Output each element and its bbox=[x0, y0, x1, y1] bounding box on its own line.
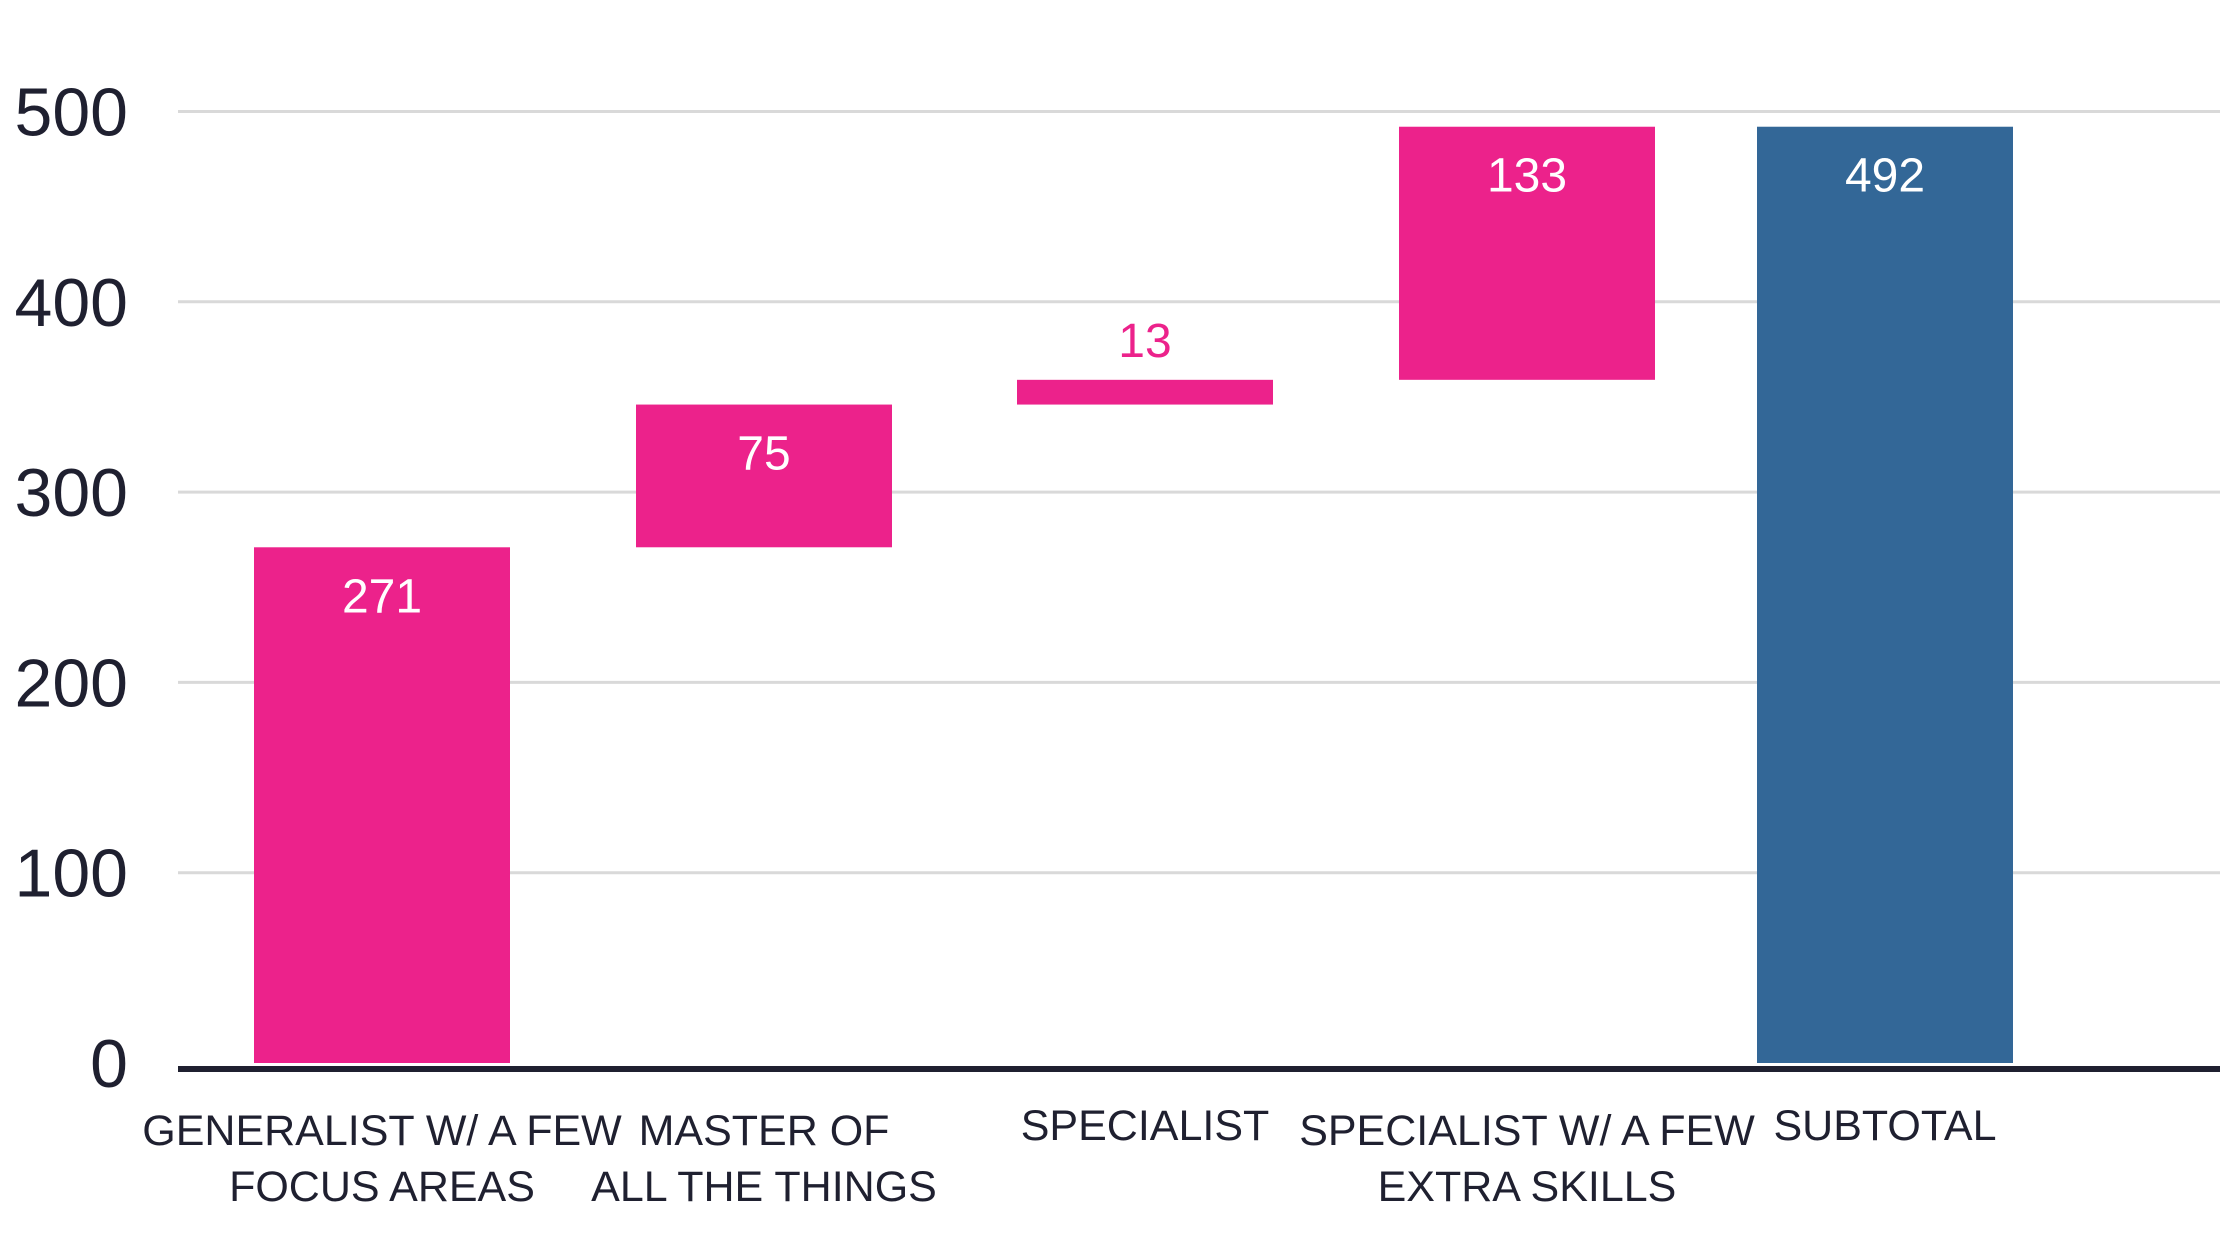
x-axis-category-labels: GENERALIST W/ A FEW FOCUS AREAS MASTER OF A… bbox=[142, 1102, 1996, 1211]
data-label: 133 bbox=[1487, 150, 1567, 203]
bars bbox=[254, 126, 2013, 1063]
increase-bar bbox=[1017, 379, 1273, 405]
data-label: 75 bbox=[737, 428, 790, 481]
y-axis-tick-labels: 0 100 200 300 400 500 bbox=[15, 75, 128, 1103]
x-category-label: SPECIALIST W/ A FEW bbox=[1299, 1107, 1755, 1155]
data-label: 271 bbox=[342, 570, 422, 623]
x-category-label: ALL THE THINGS bbox=[591, 1163, 937, 1211]
data-label: 13 bbox=[1118, 315, 1171, 368]
data-label: 492 bbox=[1845, 150, 1925, 203]
y-tick-label: 500 bbox=[15, 75, 128, 151]
y-tick-label: 0 bbox=[90, 1026, 128, 1102]
x-category-label: GENERALIST W/ A FEW bbox=[142, 1107, 622, 1155]
y-tick-label: 300 bbox=[15, 455, 128, 531]
increase-bar bbox=[636, 404, 892, 548]
x-category-label: MASTER OF bbox=[639, 1107, 890, 1155]
y-tick-label: 200 bbox=[15, 645, 128, 721]
x-category-label: SUBTOTAL bbox=[1773, 1102, 1996, 1150]
x-category-label: FOCUS AREAS bbox=[229, 1163, 535, 1211]
increase-bar bbox=[254, 547, 510, 1063]
y-tick-label: 400 bbox=[15, 265, 128, 341]
data-labels: 271 75 13 133 492 bbox=[342, 150, 1925, 624]
y-tick-label: 100 bbox=[15, 836, 128, 912]
subtotal-bar bbox=[1757, 126, 2013, 1063]
x-category-label: EXTRA SKILLS bbox=[1378, 1163, 1677, 1211]
x-category-label: SPECIALIST bbox=[1021, 1102, 1270, 1150]
increase-bar bbox=[1399, 126, 1655, 380]
